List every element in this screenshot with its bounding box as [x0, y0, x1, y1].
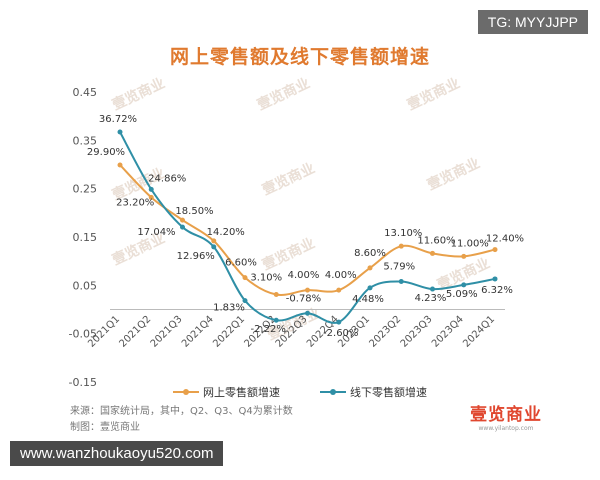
- legend: 网上零售额增速 线下零售额增速: [0, 383, 600, 401]
- data-label: 11.00%: [451, 238, 489, 249]
- x-tick-label: 2022Q1: [211, 314, 247, 350]
- data-point: [430, 286, 435, 292]
- x-tick-label: 2021Q3: [149, 314, 185, 350]
- data-label: 24.86%: [148, 173, 186, 184]
- data-point: [336, 287, 342, 293]
- credit-line: 制图：壹览商业: [70, 422, 140, 433]
- data-label: 17.04%: [137, 227, 175, 238]
- y-axis: 0.45 0.35 0.25 0.15 0.05 -0.05 -0.15: [69, 86, 97, 389]
- data-label: 29.90%: [87, 147, 125, 158]
- data-point: [117, 129, 123, 135]
- data-labels: 29.90% 23.20% 18.50% 14.20% 6.60% 3.10% 4.00% 4…: [87, 114, 524, 339]
- source-line: 来源：国家统计局，其中，Q2、Q3、Q4为累计数: [70, 406, 293, 417]
- data-label: 4.00%: [288, 270, 320, 281]
- data-label: 23.20%: [116, 197, 154, 208]
- y-tick-label: -0.05: [69, 328, 97, 341]
- brand-url: www.yilantop.com: [478, 425, 534, 432]
- data-label: 6.60%: [225, 258, 257, 269]
- data-label: 5.79%: [383, 262, 415, 273]
- y-tick-label: 0.25: [73, 183, 98, 196]
- legend-label-offline: 线下零售额增速: [350, 386, 427, 399]
- data-point: [461, 253, 467, 259]
- x-tick-label: 2023Q4: [430, 314, 466, 350]
- y-tick-label: 0.45: [73, 86, 98, 99]
- data-point: [492, 276, 498, 282]
- brand-logo: 壹览商业 www.yilantop.com: [470, 400, 542, 432]
- watermark: 壹览商业: [260, 160, 318, 199]
- series-layer: [117, 129, 498, 325]
- data-point: [492, 247, 498, 253]
- x-tick-label: 2024Q1: [461, 314, 497, 350]
- data-label: -2.60%: [323, 328, 358, 339]
- data-label: -0.78%: [286, 293, 321, 304]
- data-label: -2.22%: [251, 324, 286, 335]
- data-point: [367, 285, 373, 291]
- legend-swatch-offline: [320, 389, 346, 395]
- data-point: [273, 292, 279, 298]
- data-label: 18.50%: [175, 206, 213, 217]
- watermark: 壹览商业: [260, 235, 318, 274]
- legend-label-online: 网上零售额增速: [203, 386, 280, 399]
- data-label: 8.60%: [354, 248, 386, 259]
- x-tick-label: 2023Q2: [368, 314, 404, 350]
- data-label: 4.48%: [352, 294, 384, 305]
- x-tick-label: 2021Q4: [180, 314, 216, 350]
- url-banner[interactable]: www.wanzhoukaoyu520.com: [10, 441, 224, 466]
- y-tick-label: -0.15: [69, 376, 97, 389]
- watermark: 壹览商业: [405, 75, 463, 114]
- x-tick-label: 2021Q2: [118, 314, 154, 350]
- data-label: 13.10%: [384, 228, 422, 239]
- data-point: [180, 217, 185, 223]
- data-label: 1.83%: [213, 303, 245, 314]
- data-point: [398, 243, 404, 249]
- data-label: 11.60%: [417, 235, 455, 246]
- data-point: [148, 194, 154, 200]
- data-point: [242, 298, 248, 304]
- data-label: 14.20%: [207, 227, 245, 238]
- data-point: [305, 310, 310, 316]
- y-tick-label: 0.15: [73, 231, 98, 244]
- data-point: [461, 282, 467, 288]
- source-note: 来源：国家统计局，其中，Q2、Q3、Q4为累计数 制图：壹览商业: [70, 404, 293, 436]
- legend-swatch-online: [173, 389, 199, 395]
- legend-item-offline: 线下零售额增速: [320, 383, 427, 401]
- data-label: 4.00%: [325, 270, 357, 281]
- watermark: 壹览商业: [255, 75, 313, 114]
- data-point: [148, 186, 154, 192]
- y-tick-label: 0.35: [73, 134, 98, 147]
- data-label: 12.40%: [486, 234, 524, 245]
- chart-title: 网上零售额及线下零售额增速: [169, 46, 430, 68]
- data-point: [117, 162, 123, 168]
- data-label: 3.10%: [250, 273, 282, 284]
- data-point: [430, 250, 435, 256]
- data-point: [180, 224, 185, 230]
- watermark: 壹览商业: [425, 155, 483, 194]
- data-label: 5.09%: [446, 289, 478, 300]
- data-point: [211, 238, 217, 244]
- data-point: [211, 244, 217, 250]
- data-label: 12.96%: [177, 251, 215, 262]
- data-label: 4.23%: [415, 293, 447, 304]
- data-point: [273, 317, 279, 323]
- data-label: 6.32%: [481, 285, 513, 296]
- data-label: 36.72%: [99, 114, 137, 125]
- data-point: [336, 319, 342, 325]
- data-point: [367, 265, 373, 271]
- data-point: [305, 287, 310, 293]
- data-point: [242, 275, 248, 281]
- watermark: 壹览商业: [110, 75, 168, 114]
- tg-badge: TG: MYYJJPP: [477, 10, 588, 34]
- y-tick-label: 0.05: [73, 279, 98, 292]
- legend-item-online: 网上零售额增速: [173, 383, 280, 401]
- x-tick-label: 2023Q3: [399, 314, 435, 350]
- data-point: [398, 279, 404, 285]
- brand-name: 壹览商业: [470, 405, 542, 425]
